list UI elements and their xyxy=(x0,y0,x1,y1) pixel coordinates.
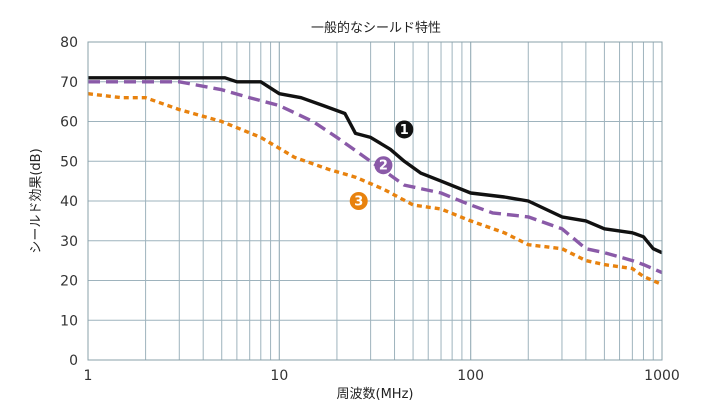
series-line-1 xyxy=(88,76,663,255)
series-marker-circle xyxy=(349,192,368,210)
plot-frame xyxy=(87,41,663,361)
chart-title: 一般的なシールド特性 xyxy=(311,20,441,36)
x-tick-label: 10 xyxy=(270,368,288,384)
series-marker-1: 1 xyxy=(395,120,414,139)
x-tick-label: 1000 xyxy=(644,368,680,384)
series-line-2 xyxy=(88,80,663,275)
y-tick-label: 30 xyxy=(60,234,78,250)
tick-labels: 0 10 20 30 40 50 60 70 80 1 10 100 1000 xyxy=(60,35,680,384)
y-tick-label: 20 xyxy=(60,274,78,290)
y-tick-label: 40 xyxy=(60,194,78,210)
series-markers: 1 2 3 xyxy=(349,120,414,210)
series-marker-circle xyxy=(374,156,393,175)
y-tick-label: 50 xyxy=(60,154,78,170)
series-marker-2: 2 xyxy=(374,156,393,175)
series-marker-label: 3 xyxy=(354,195,363,210)
x-tick-label: 100 xyxy=(457,368,484,384)
series-line-3 xyxy=(87,92,663,287)
series-marker-label: 1 xyxy=(400,123,409,138)
series-marker-circle xyxy=(395,120,414,139)
series-marker-3: 3 xyxy=(349,192,368,210)
y-tick-label: 0 xyxy=(69,353,78,369)
x-axis-label: 周波数(MHz) xyxy=(337,387,414,402)
y-tick-label: 10 xyxy=(60,313,78,329)
series-layer xyxy=(87,76,663,287)
y-axis-label: シールド効果(dB) xyxy=(29,148,44,253)
series-marker-label: 2 xyxy=(379,159,388,174)
y-tick-label: 70 xyxy=(60,75,78,91)
y-tick-label: 60 xyxy=(60,115,78,131)
y-tick-label: 80 xyxy=(60,35,78,51)
x-tick-label: 1 xyxy=(84,368,93,384)
